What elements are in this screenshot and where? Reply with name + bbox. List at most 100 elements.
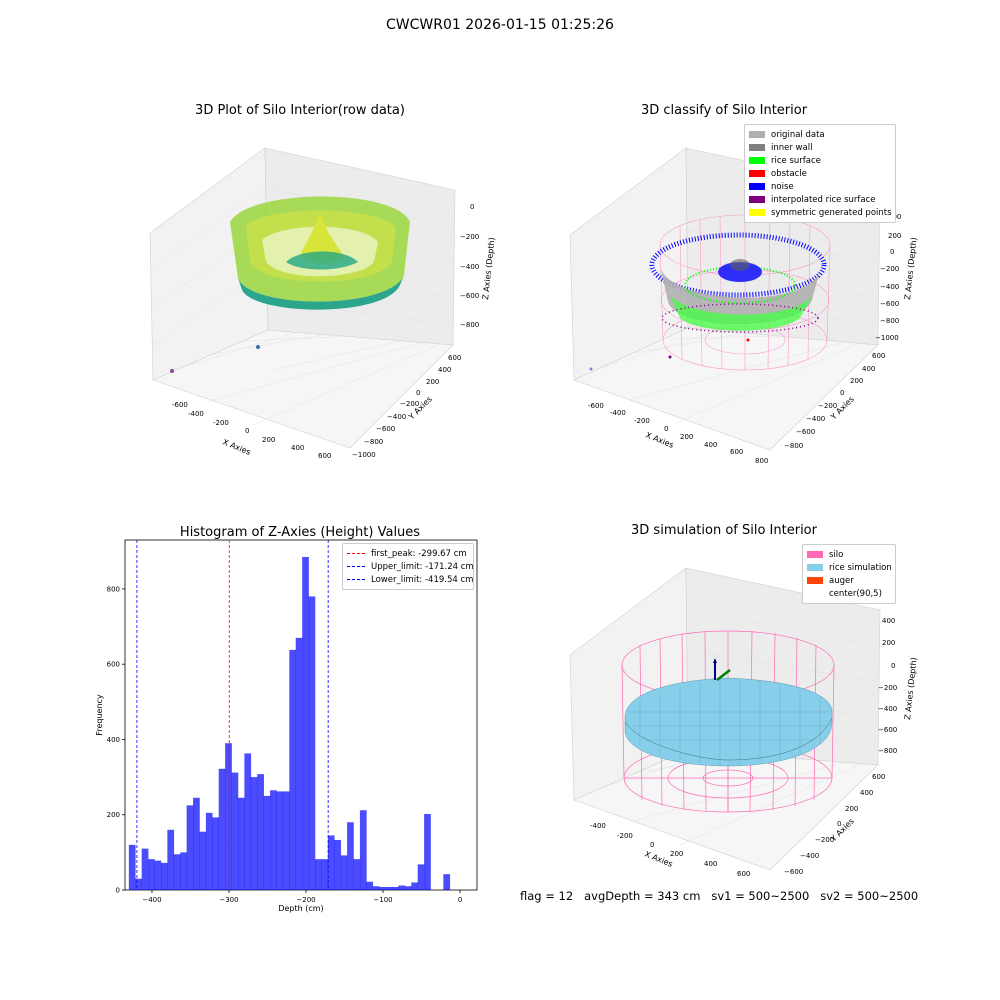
tick-label: 200 bbox=[680, 433, 693, 441]
histogram-bar bbox=[218, 768, 226, 890]
histogram-bar bbox=[353, 859, 361, 890]
legend-label: Lower_limit: -419.54 cm bbox=[371, 574, 474, 585]
legend-swatch bbox=[749, 209, 765, 216]
histogram-bar bbox=[282, 791, 290, 890]
raw-outlier-point bbox=[170, 369, 174, 373]
rice-surface-points bbox=[670, 295, 812, 331]
tick-label: −1000 bbox=[352, 451, 376, 459]
raw-x-ticks: -600 -400 -200 0 200 400 600 bbox=[172, 401, 331, 460]
rice-simulation-surface bbox=[624, 677, 833, 767]
tick-label: 600 bbox=[448, 354, 461, 362]
histogram-bar bbox=[295, 637, 303, 890]
tick-label: 600 bbox=[318, 452, 331, 460]
legend-label: center(90,5) bbox=[829, 588, 882, 599]
raw-y-ticks: 600 400 200 0 −200 −400 −600 −800 −1000 bbox=[352, 354, 461, 459]
tick-label: -400 bbox=[610, 409, 626, 417]
legend-swatch bbox=[807, 577, 823, 584]
histogram-bar bbox=[308, 596, 316, 890]
histogram-bar bbox=[404, 886, 412, 890]
tick-label: −400 bbox=[387, 413, 406, 421]
noise-center bbox=[718, 262, 762, 282]
tick-label: -200 bbox=[213, 419, 229, 427]
histogram-bar bbox=[372, 886, 380, 890]
histogram-y-ticks: 0 200 400 600 800 bbox=[107, 585, 125, 895]
tick-label: -400 bbox=[188, 410, 204, 418]
histogram-bar bbox=[385, 886, 393, 890]
tick-label: 400 bbox=[291, 444, 304, 452]
noise-ring bbox=[649, 232, 827, 298]
histogram-bar bbox=[392, 886, 399, 890]
histogram-bar bbox=[135, 878, 142, 890]
tick-label: −800 bbox=[364, 438, 383, 446]
simulation-z-axis-label: Z Axies (Depth) bbox=[903, 657, 919, 720]
legend-label: obstacle bbox=[771, 168, 807, 179]
histogram-bar bbox=[270, 790, 277, 890]
histogram-bar bbox=[160, 862, 168, 890]
tick-label: −300 bbox=[219, 896, 238, 904]
tick-label: −400 bbox=[878, 705, 897, 713]
simulation-y-axis-label: Y Axies bbox=[828, 817, 856, 845]
tick-label: −100 bbox=[373, 896, 392, 904]
tick-label: −200 bbox=[400, 400, 419, 408]
histogram-bar bbox=[148, 859, 155, 890]
tick-label: 800 bbox=[107, 585, 120, 593]
histogram-bar bbox=[302, 556, 309, 890]
tick-label: −600 bbox=[784, 868, 803, 876]
tick-label: 800 bbox=[755, 457, 768, 465]
raw-center-pile bbox=[300, 214, 345, 264]
histogram-bar bbox=[237, 797, 245, 890]
tick-label: −1000 bbox=[875, 334, 899, 342]
tick-label: 600 bbox=[737, 870, 750, 878]
legend-label: Upper_limit: -171.24 cm bbox=[371, 561, 474, 572]
tick-label: 0 bbox=[458, 896, 462, 904]
legend-swatch bbox=[749, 183, 765, 190]
histogram-bar bbox=[199, 831, 207, 890]
legend-entry: original data bbox=[749, 128, 891, 141]
tick-label: −400 bbox=[806, 415, 825, 423]
tick-label: −800 bbox=[784, 442, 803, 450]
tick-label: -600 bbox=[588, 402, 604, 410]
legend-entry: Lower_limit: -419.54 cm bbox=[347, 573, 473, 586]
legend-swatch bbox=[749, 170, 765, 177]
tick-label: 200 bbox=[262, 436, 275, 444]
legend-label: noise bbox=[771, 181, 794, 192]
tick-label: −400 bbox=[880, 283, 899, 291]
histogram-bar bbox=[186, 805, 194, 890]
histogram-bar bbox=[276, 791, 284, 890]
raw-point-cloud bbox=[170, 196, 410, 373]
histogram-bar bbox=[359, 810, 367, 890]
simulation-footer-stats: flag = 12 avgDepth = 343 cm sv1 = 500~25… bbox=[520, 889, 919, 903]
legend-swatch bbox=[807, 564, 823, 571]
tick-label: 200 bbox=[888, 232, 901, 240]
legend-swatch bbox=[749, 157, 765, 164]
legend-label: rice simulation bbox=[829, 562, 892, 573]
tick-label: −200 bbox=[815, 836, 834, 844]
tick-label: 600 bbox=[872, 352, 885, 360]
simulation-y-ticks: 600 400 200 0 −200 −400 −600 bbox=[784, 773, 885, 876]
obstacle-point bbox=[746, 338, 750, 342]
histogram-bar bbox=[128, 844, 136, 890]
histogram-x-axis-label: Depth (cm) bbox=[278, 904, 323, 913]
histogram-bar bbox=[225, 743, 232, 890]
tick-label: −400 bbox=[142, 896, 161, 904]
tick-label: -600 bbox=[172, 401, 188, 409]
tick-label: −400 bbox=[460, 263, 479, 271]
legend-entry: rice surface bbox=[749, 154, 891, 167]
tick-label: -200 bbox=[617, 832, 633, 840]
tick-label: 400 bbox=[882, 617, 895, 625]
legend-swatch bbox=[749, 131, 765, 138]
tick-label: -400 bbox=[590, 822, 606, 830]
simulation-z-ticks: 400 200 0 −200 −400 −600 −800 bbox=[878, 617, 897, 755]
legend-entry: symmetric generated points bbox=[749, 206, 892, 219]
legend-entry: first_peak: -299.67 cm bbox=[347, 547, 469, 560]
histogram-bar bbox=[340, 855, 348, 890]
histogram-bar bbox=[398, 885, 406, 890]
legend-label: auger bbox=[829, 575, 854, 586]
tick-label: 400 bbox=[107, 736, 120, 744]
legend-entry: noise bbox=[749, 180, 891, 193]
tick-label: 600 bbox=[730, 448, 743, 456]
tick-label: −200 bbox=[878, 684, 897, 692]
legend-swatch bbox=[749, 144, 765, 151]
histogram-bar bbox=[411, 882, 418, 890]
interpolated-surface bbox=[661, 303, 819, 333]
